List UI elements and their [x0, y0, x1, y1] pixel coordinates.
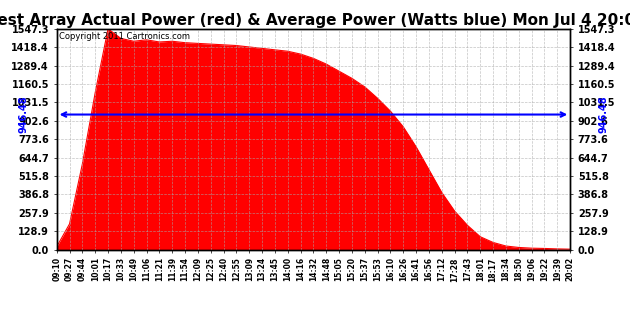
Text: 946.48: 946.48: [18, 96, 28, 133]
Text: 946.48: 946.48: [598, 96, 609, 133]
Text: Copyright 2011 Cartronics.com: Copyright 2011 Cartronics.com: [59, 32, 190, 41]
Title: West Array Actual Power (red) & Average Power (Watts blue) Mon Jul 4 20:09: West Array Actual Power (red) & Average …: [0, 12, 630, 28]
